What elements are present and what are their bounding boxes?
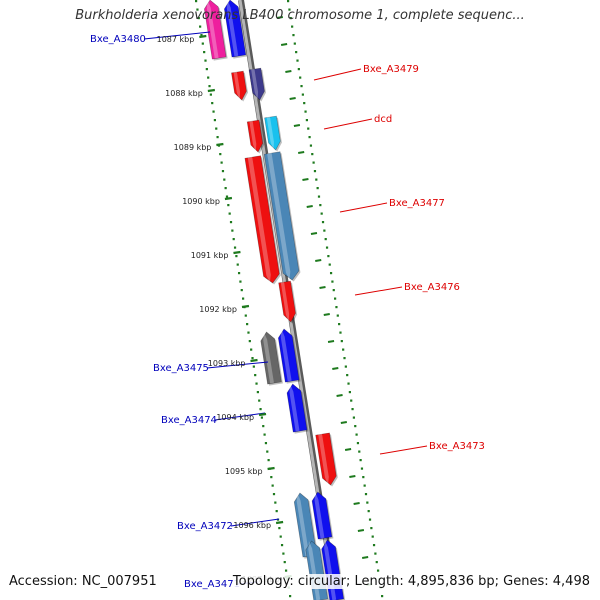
gene-arrow[interactable] [278,328,300,383]
tick-label: 1096 kbp [233,521,271,530]
tick-mark [241,304,250,309]
gene-arrow[interactable] [286,383,308,433]
gene-label-leader [339,202,388,213]
gene-highlight [263,332,274,384]
gene-highlight [233,71,241,100]
gene-label-leader [323,118,373,130]
gene-label[interactable]: dcd [374,114,392,125]
tick-mark [216,142,224,147]
gene-arrow[interactable] [231,70,247,101]
gene-highlight [318,433,329,485]
gene-label-leader [214,412,266,421]
gene-highlight [280,329,292,382]
gene-label-leader [230,518,280,527]
tick-label: 1087 kbp [157,35,195,44]
tick-mark [250,358,258,363]
tick-mark [267,466,275,471]
gene-highlight [280,281,290,322]
gene-label-leader [313,68,362,81]
gene-arrow[interactable] [260,331,282,385]
gene-arrow[interactable] [264,115,281,151]
outer-tick-marks [276,16,373,586]
gene-label-leader [354,286,403,296]
map-title: Burkholderia xenovorans LB400 chromosome… [75,8,525,23]
tick-label: 1088 kbp [165,89,203,98]
tick-label: 1094 kbp [216,413,254,422]
tick-label: 1095 kbp [225,467,263,476]
gene-label[interactable]: Bxe_A3480 [90,34,146,45]
gene-label[interactable]: Bxe_A3477 [389,198,445,209]
gene-arrow[interactable] [311,491,333,540]
gene-arrow[interactable] [204,0,227,60]
gene-highlight [247,156,271,283]
gene-label[interactable]: Bxe_A3476 [404,282,460,293]
tick-mark [199,34,207,39]
tick-label: 1092 kbp [199,305,237,314]
gene-arrow[interactable] [244,155,280,284]
gene-highlight [226,0,239,57]
gene-label[interactable]: Bxe_A3479 [363,64,419,75]
tick-mark [233,250,241,255]
tick-mark [207,88,216,93]
gene-highlight [206,0,219,59]
gene-arrow[interactable] [263,151,300,281]
gene-highlight [249,120,257,152]
tick-label: 1089 kbp [174,143,212,152]
tick-label: 1093 kbp [208,359,246,368]
gene-highlight [314,492,325,539]
tick-mark [275,520,284,525]
gene-label[interactable]: Bxe_A3471 [184,579,240,590]
gene-highlight [251,68,259,100]
topology-summary: Topology: circular; Length: 4,895,836 bp… [232,574,590,589]
tick-label: 1091 kbp [191,251,229,260]
tick-mark [224,196,233,201]
gene-highlight [266,116,274,150]
gene-label[interactable]: Bxe_A3473 [429,441,485,452]
accession-text: Accession: NC_007951 [9,574,157,589]
gene-label-leader [143,31,211,40]
gene-highlight [289,384,300,432]
gene-arrow[interactable] [224,0,247,58]
gene-label[interactable]: Bxe_A3475 [153,363,209,374]
gene-arrow[interactable] [278,280,296,323]
tick-mark [258,412,267,417]
tick-label: 1090 kbp [182,197,220,206]
gene-arrow[interactable] [246,119,264,153]
gene-label[interactable]: Bxe_A3472 [177,521,233,532]
gene-label-leader [379,445,428,455]
gene-label-leader [206,361,269,369]
gene-highlight [267,152,291,280]
gene-arrow[interactable] [315,432,337,486]
gene-label[interactable]: Bxe_A3474 [161,415,217,426]
gene-highlight [296,493,310,557]
gene-arrow[interactable] [248,67,265,101]
